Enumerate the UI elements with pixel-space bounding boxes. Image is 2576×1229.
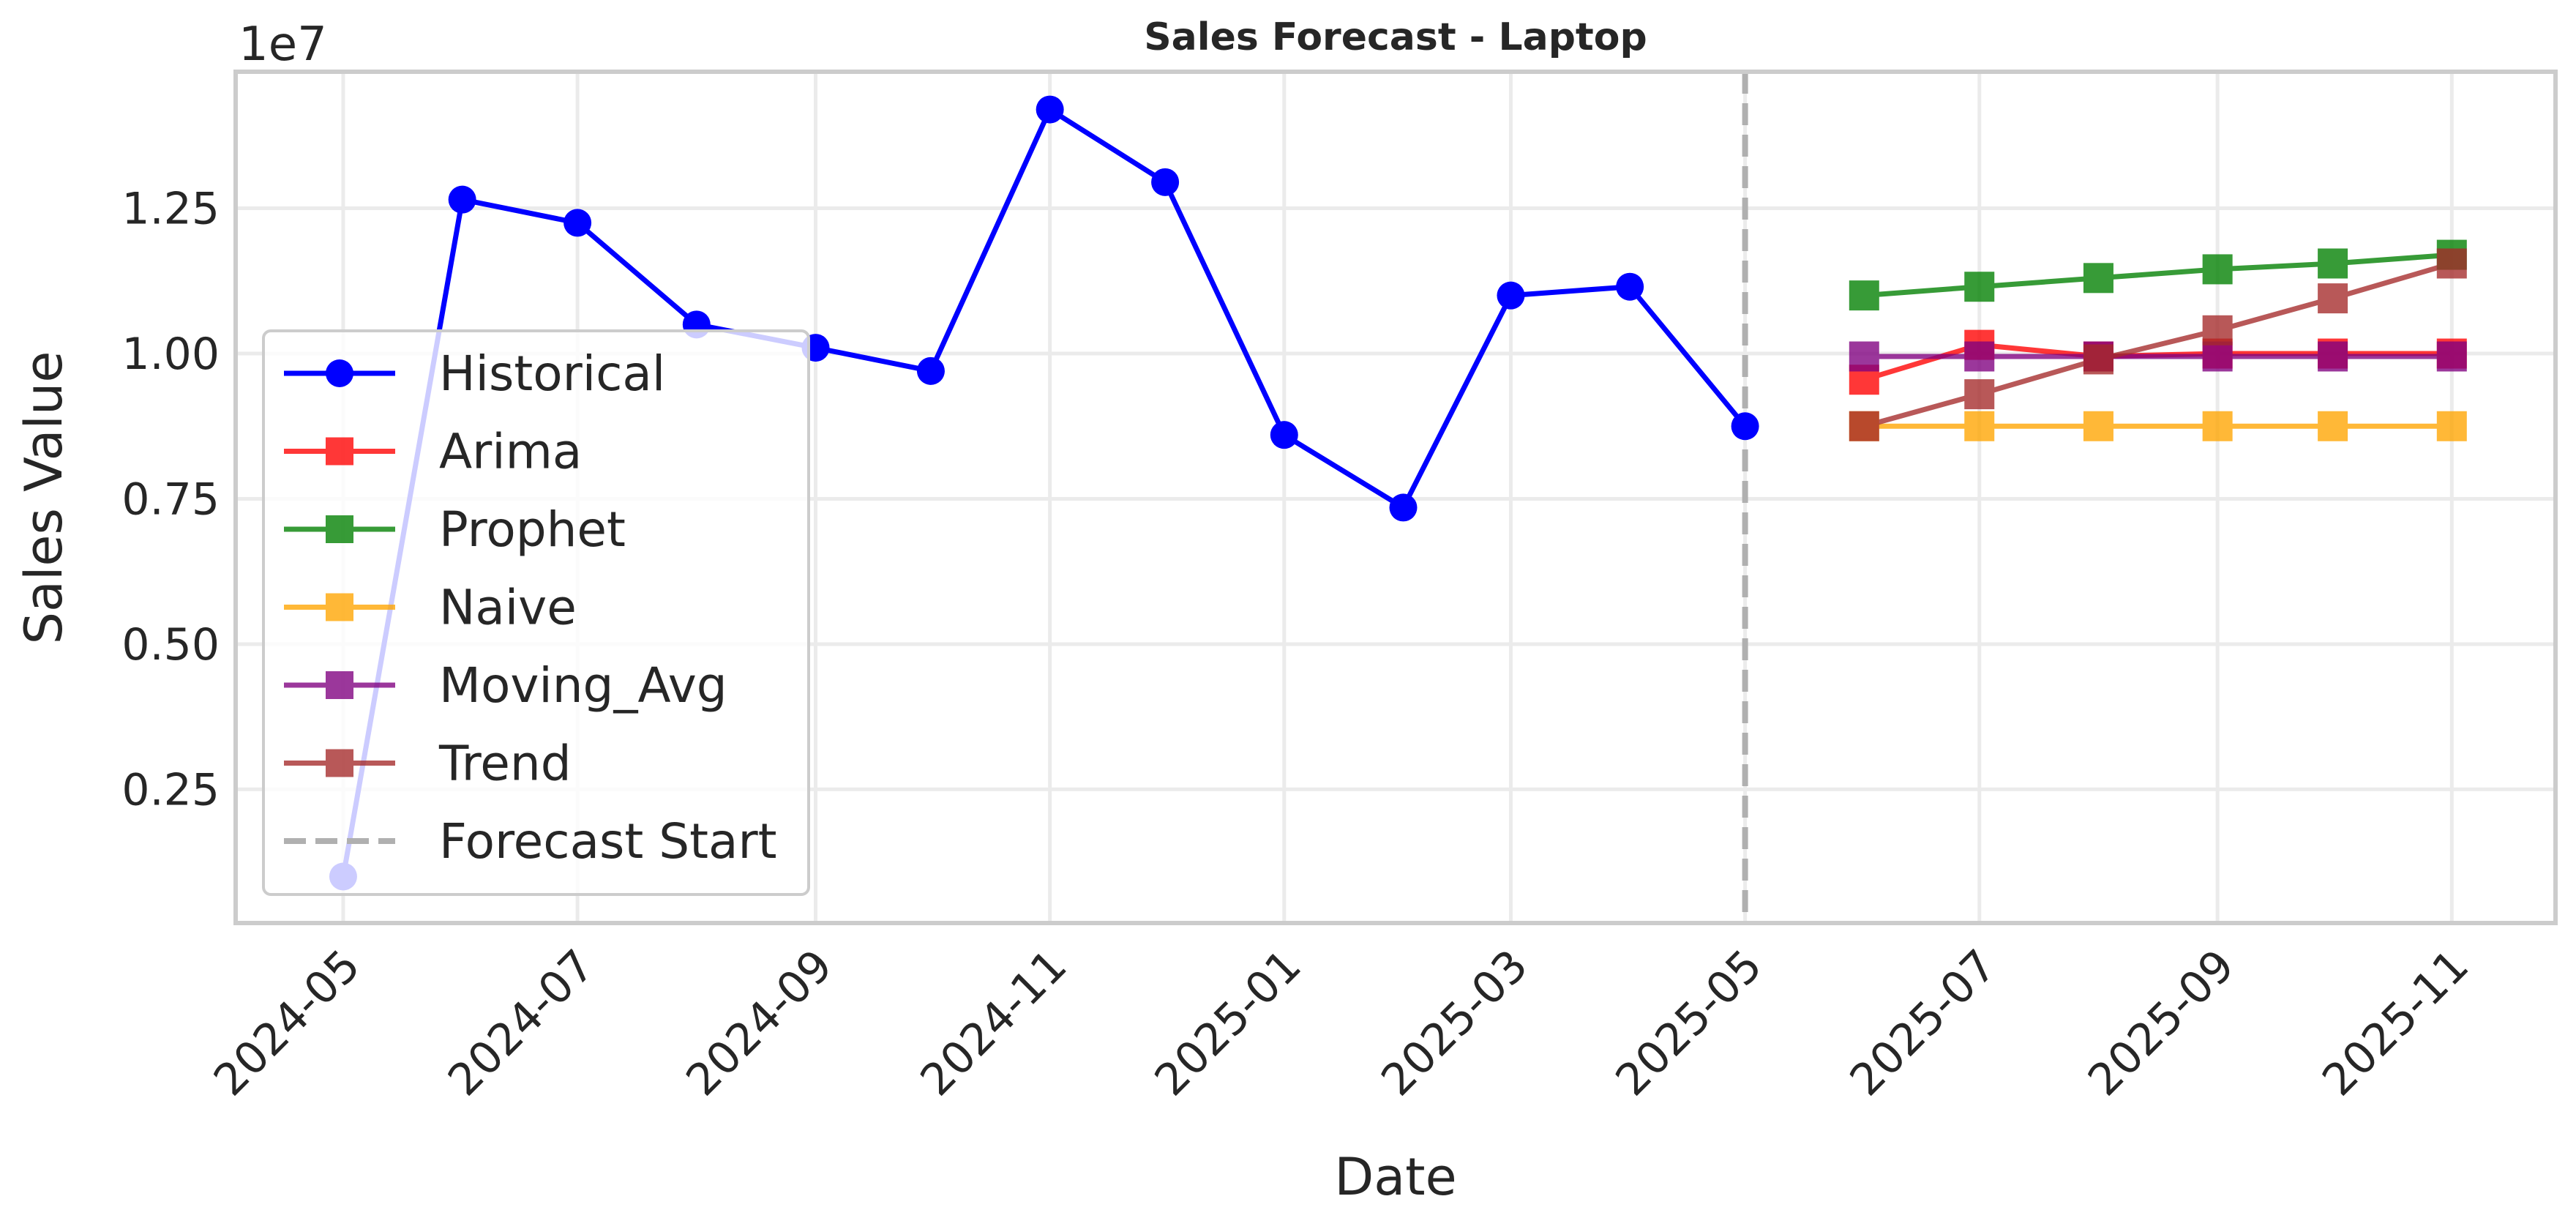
- data-point-prophet: [1964, 272, 1995, 302]
- x-axis-label: Date: [1334, 1147, 1456, 1207]
- plot-frame: [233, 70, 2558, 925]
- data-point-naive: [1964, 411, 1995, 441]
- legend-label: Trend: [438, 736, 572, 792]
- data-point-moving-avg: [1849, 341, 1879, 372]
- legend-marker: [326, 749, 353, 777]
- legend-label: Prophet: [439, 501, 626, 558]
- data-point-historical: [1731, 412, 1759, 441]
- series-line-trend: [1863, 261, 2453, 429]
- legend-item-arima: [284, 437, 395, 466]
- chart-title: Sales Forecast - Laptop: [1144, 15, 1647, 59]
- data-point-historical: [1616, 272, 1644, 301]
- data-point-moving-avg: [2202, 341, 2233, 372]
- legend: Historical Arima Prophet Naive Moving_Avg Tre…: [262, 329, 810, 896]
- legend-label: Moving_Avg: [439, 657, 727, 714]
- data-point-historical: [916, 356, 945, 385]
- legend-item-moving-avg: [284, 671, 395, 699]
- data-point-trend: [2318, 283, 2348, 314]
- legend-label: Forecast Start: [439, 813, 776, 870]
- legend-item-prophet: [284, 515, 395, 543]
- data-point-historical: [1389, 493, 1418, 522]
- data-point-historical: [448, 185, 476, 214]
- y-tick-label: 0.50: [121, 619, 220, 670]
- data-point-trend: [2202, 315, 2233, 345]
- legend-item-trend: [284, 749, 395, 777]
- data-point-historical: [1036, 95, 1064, 124]
- series-layer: [329, 95, 2467, 891]
- data-point-prophet: [2083, 263, 2113, 294]
- data-point-prophet: [1849, 280, 1879, 311]
- legend-label: Historical: [439, 345, 665, 402]
- data-point-prophet: [2318, 248, 2348, 279]
- data-point-naive: [2202, 411, 2233, 441]
- legend-marker: [326, 515, 353, 543]
- y-tick-label: 0.25: [121, 764, 220, 815]
- data-point-trend: [1849, 411, 1879, 441]
- data-point-naive: [2436, 411, 2467, 441]
- legend-marker: [326, 437, 353, 466]
- data-point-historical: [1151, 168, 1180, 196]
- data-point-historical: [1270, 421, 1298, 449]
- legend-label: Naive: [439, 580, 577, 636]
- data-point-trend: [2436, 248, 2467, 279]
- data-point-moving-avg: [2436, 341, 2467, 372]
- series-trend: [1849, 248, 2467, 441]
- data-point-moving-avg: [1964, 341, 1995, 372]
- data-point-trend: [1964, 379, 1995, 410]
- y-tick-label: 1.00: [121, 329, 220, 380]
- data-point-historical: [564, 209, 592, 237]
- legend-label: Arima: [439, 424, 582, 480]
- legend-marker: [326, 593, 353, 621]
- y-multiplier-label: 1e7: [239, 18, 327, 72]
- legend-box: [262, 329, 810, 896]
- y-tick-label: 1.25: [121, 184, 220, 235]
- data-point-naive: [2318, 411, 2348, 441]
- series-line-prophet: [1864, 252, 2452, 299]
- data-point-trend: [2083, 344, 2113, 375]
- data-point-naive: [2083, 411, 2113, 441]
- data-point-prophet: [2202, 254, 2233, 285]
- legend-marker: [326, 359, 353, 387]
- legend-item-naive: [284, 593, 395, 621]
- legend-item-historical: [284, 359, 395, 387]
- data-point-historical: [1497, 281, 1525, 310]
- data-point-moving-avg: [2318, 341, 2348, 372]
- y-tick-label: 0.75: [121, 474, 220, 525]
- series-historical: [329, 95, 1759, 891]
- legend-marker: [326, 671, 353, 699]
- y-axis-label: Sales Value: [14, 351, 74, 645]
